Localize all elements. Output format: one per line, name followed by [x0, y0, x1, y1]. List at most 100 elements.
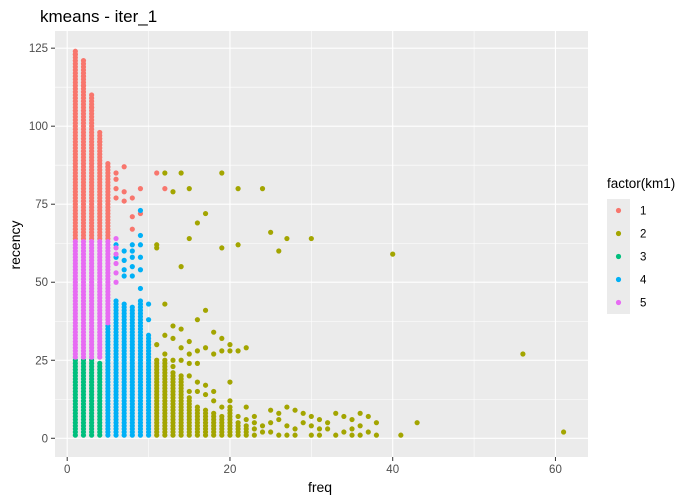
data-point — [162, 357, 168, 363]
data-point — [145, 317, 152, 323]
data-point — [97, 360, 103, 366]
data-point — [211, 351, 217, 357]
data-point — [268, 229, 274, 235]
data-point — [137, 254, 144, 260]
data-point — [80, 73, 87, 79]
y-tick-label: 0 — [42, 433, 48, 445]
data-point — [137, 186, 144, 192]
data-point — [113, 260, 119, 267]
data-point — [235, 348, 241, 354]
chart-title: kmeans - iter_1 — [40, 7, 157, 26]
data-point — [72, 51, 78, 58]
data-point — [154, 342, 160, 348]
data-point — [89, 92, 95, 98]
data-point — [300, 420, 306, 426]
data-point — [211, 398, 217, 404]
data-point — [211, 410, 217, 416]
data-point — [276, 410, 282, 416]
data-point — [194, 360, 201, 366]
data-point — [121, 189, 127, 195]
data-point — [162, 301, 168, 307]
data-point — [170, 335, 176, 342]
data-point — [219, 413, 225, 420]
data-point — [211, 329, 217, 335]
data-point — [333, 410, 339, 416]
data-point — [145, 332, 152, 338]
data-point — [219, 348, 225, 354]
data-point — [341, 429, 347, 435]
series-4 — [105, 207, 152, 438]
data-point — [520, 351, 526, 357]
data-point — [178, 357, 184, 363]
data-points — [72, 48, 567, 438]
data-point — [316, 432, 323, 438]
data-point — [129, 242, 135, 248]
x-tick-label: 40 — [386, 464, 399, 476]
series-3 — [72, 357, 103, 438]
data-point — [178, 264, 184, 270]
data-point — [186, 395, 192, 401]
data-point — [113, 279, 119, 285]
data-point — [105, 239, 111, 245]
data-point — [129, 273, 135, 279]
data-point — [219, 335, 225, 342]
x-tick-label: 0 — [64, 464, 70, 476]
data-point — [268, 407, 274, 413]
x-axis: 0 20 40 60 — [64, 457, 562, 476]
data-point — [129, 264, 135, 270]
data-point — [162, 332, 168, 338]
data-point — [113, 195, 119, 201]
data-point — [129, 248, 135, 254]
data-point — [129, 254, 135, 260]
data-point — [154, 357, 160, 363]
data-point — [243, 345, 249, 351]
data-point — [113, 251, 119, 257]
legend-label: 4 — [640, 275, 647, 287]
data-point — [357, 423, 363, 429]
data-point — [80, 83, 87, 89]
data-point — [121, 301, 127, 307]
data-point — [97, 239, 103, 245]
y-tick-label: 75 — [35, 199, 48, 211]
series-2 — [154, 170, 567, 438]
data-point — [194, 388, 201, 395]
data-point — [137, 242, 144, 248]
y-tick-label: 100 — [29, 121, 48, 133]
data-point — [251, 413, 257, 420]
data-point — [129, 195, 135, 201]
data-point — [259, 429, 266, 435]
data-point — [89, 239, 95, 245]
y-axis: 0 25 50 75 100 125 — [29, 43, 55, 445]
data-point — [308, 413, 314, 420]
data-point — [113, 170, 119, 176]
y-tick-label: 25 — [35, 355, 48, 367]
data-point — [162, 351, 168, 357]
data-point — [154, 245, 160, 251]
data-point — [121, 164, 127, 170]
data-point — [154, 170, 160, 176]
x-tick-label: 60 — [549, 464, 562, 476]
data-point — [162, 186, 168, 192]
data-point — [80, 58, 87, 64]
data-point — [251, 432, 257, 438]
data-point — [219, 170, 225, 176]
data-point — [162, 170, 168, 176]
data-point — [390, 251, 396, 257]
legend-key-symbol — [615, 207, 622, 214]
data-point — [308, 423, 314, 429]
data-point — [373, 432, 380, 438]
data-point — [186, 351, 192, 357]
data-point — [349, 426, 355, 432]
data-point — [398, 432, 404, 438]
legend: factor(km1) 1 2 3 4 5 — [607, 176, 675, 314]
data-point — [219, 245, 225, 251]
data-point — [316, 416, 323, 423]
data-point — [316, 426, 323, 432]
data-point — [276, 248, 282, 254]
data-point — [145, 301, 152, 307]
data-point — [235, 413, 241, 420]
data-point — [194, 220, 201, 226]
data-point — [365, 413, 371, 420]
data-point — [243, 404, 249, 410]
legend-key-symbol — [615, 253, 622, 260]
